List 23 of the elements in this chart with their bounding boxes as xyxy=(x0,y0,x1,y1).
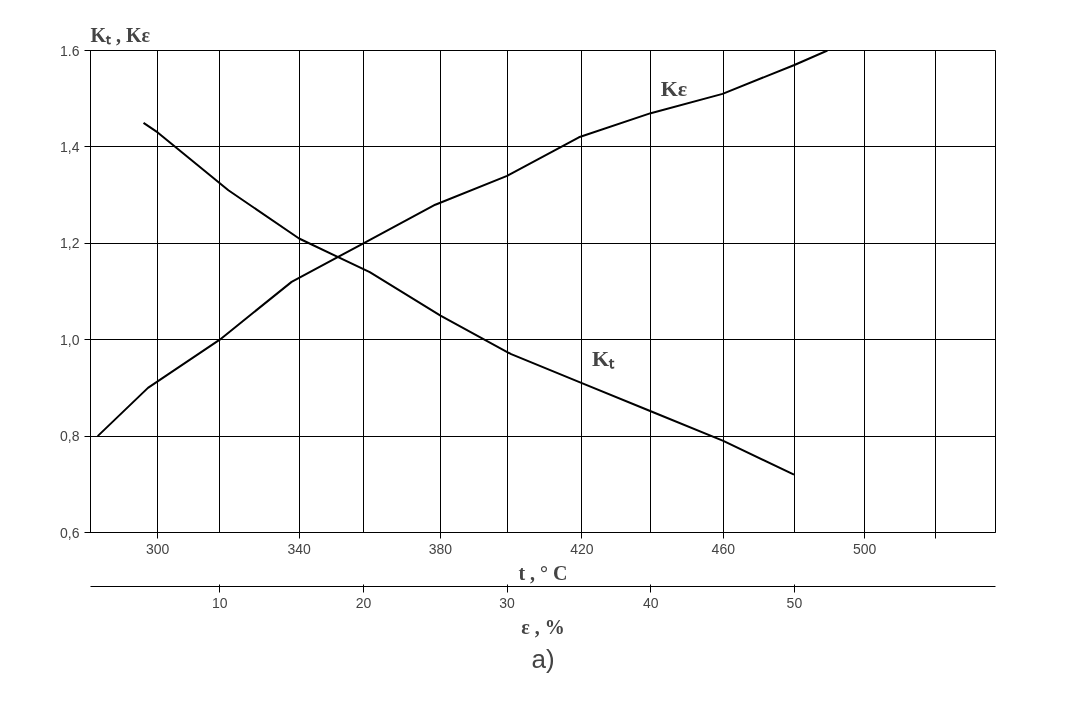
x-axis-title: ε , % xyxy=(521,615,565,638)
y-tick-label: 1,4 xyxy=(60,138,80,155)
y-tick-label: 0,8 xyxy=(60,428,80,445)
series-label: Kₜ xyxy=(591,346,615,372)
x-tick-label: 30 xyxy=(499,594,516,611)
x-tick-label: 50 xyxy=(786,594,803,611)
text: a) xyxy=(531,643,555,674)
y-tick-label: 1,2 xyxy=(60,235,80,252)
x2-tick-label: 340 xyxy=(287,540,311,557)
x2-tick-label: 420 xyxy=(570,540,594,557)
series-label: Kε xyxy=(660,76,688,102)
y-tick-label: 1.6 xyxy=(60,42,80,59)
x2-axis-title: t , ° C xyxy=(518,561,568,584)
x2-tick-label: 460 xyxy=(711,540,736,557)
y-tick-label: 0,6 xyxy=(60,524,80,541)
y-tick-label: 1,0 xyxy=(60,331,80,348)
x2-tick-label: 300 xyxy=(145,540,170,557)
x-tick-label: 40 xyxy=(642,594,659,611)
x2-tick-label: 380 xyxy=(428,540,453,557)
x-tick-label: 10 xyxy=(212,594,228,611)
y-axis-title: Kₜ , Kε xyxy=(90,23,151,46)
x-tick-label: 20 xyxy=(355,594,372,611)
x2-tick-label: 500 xyxy=(853,540,877,557)
